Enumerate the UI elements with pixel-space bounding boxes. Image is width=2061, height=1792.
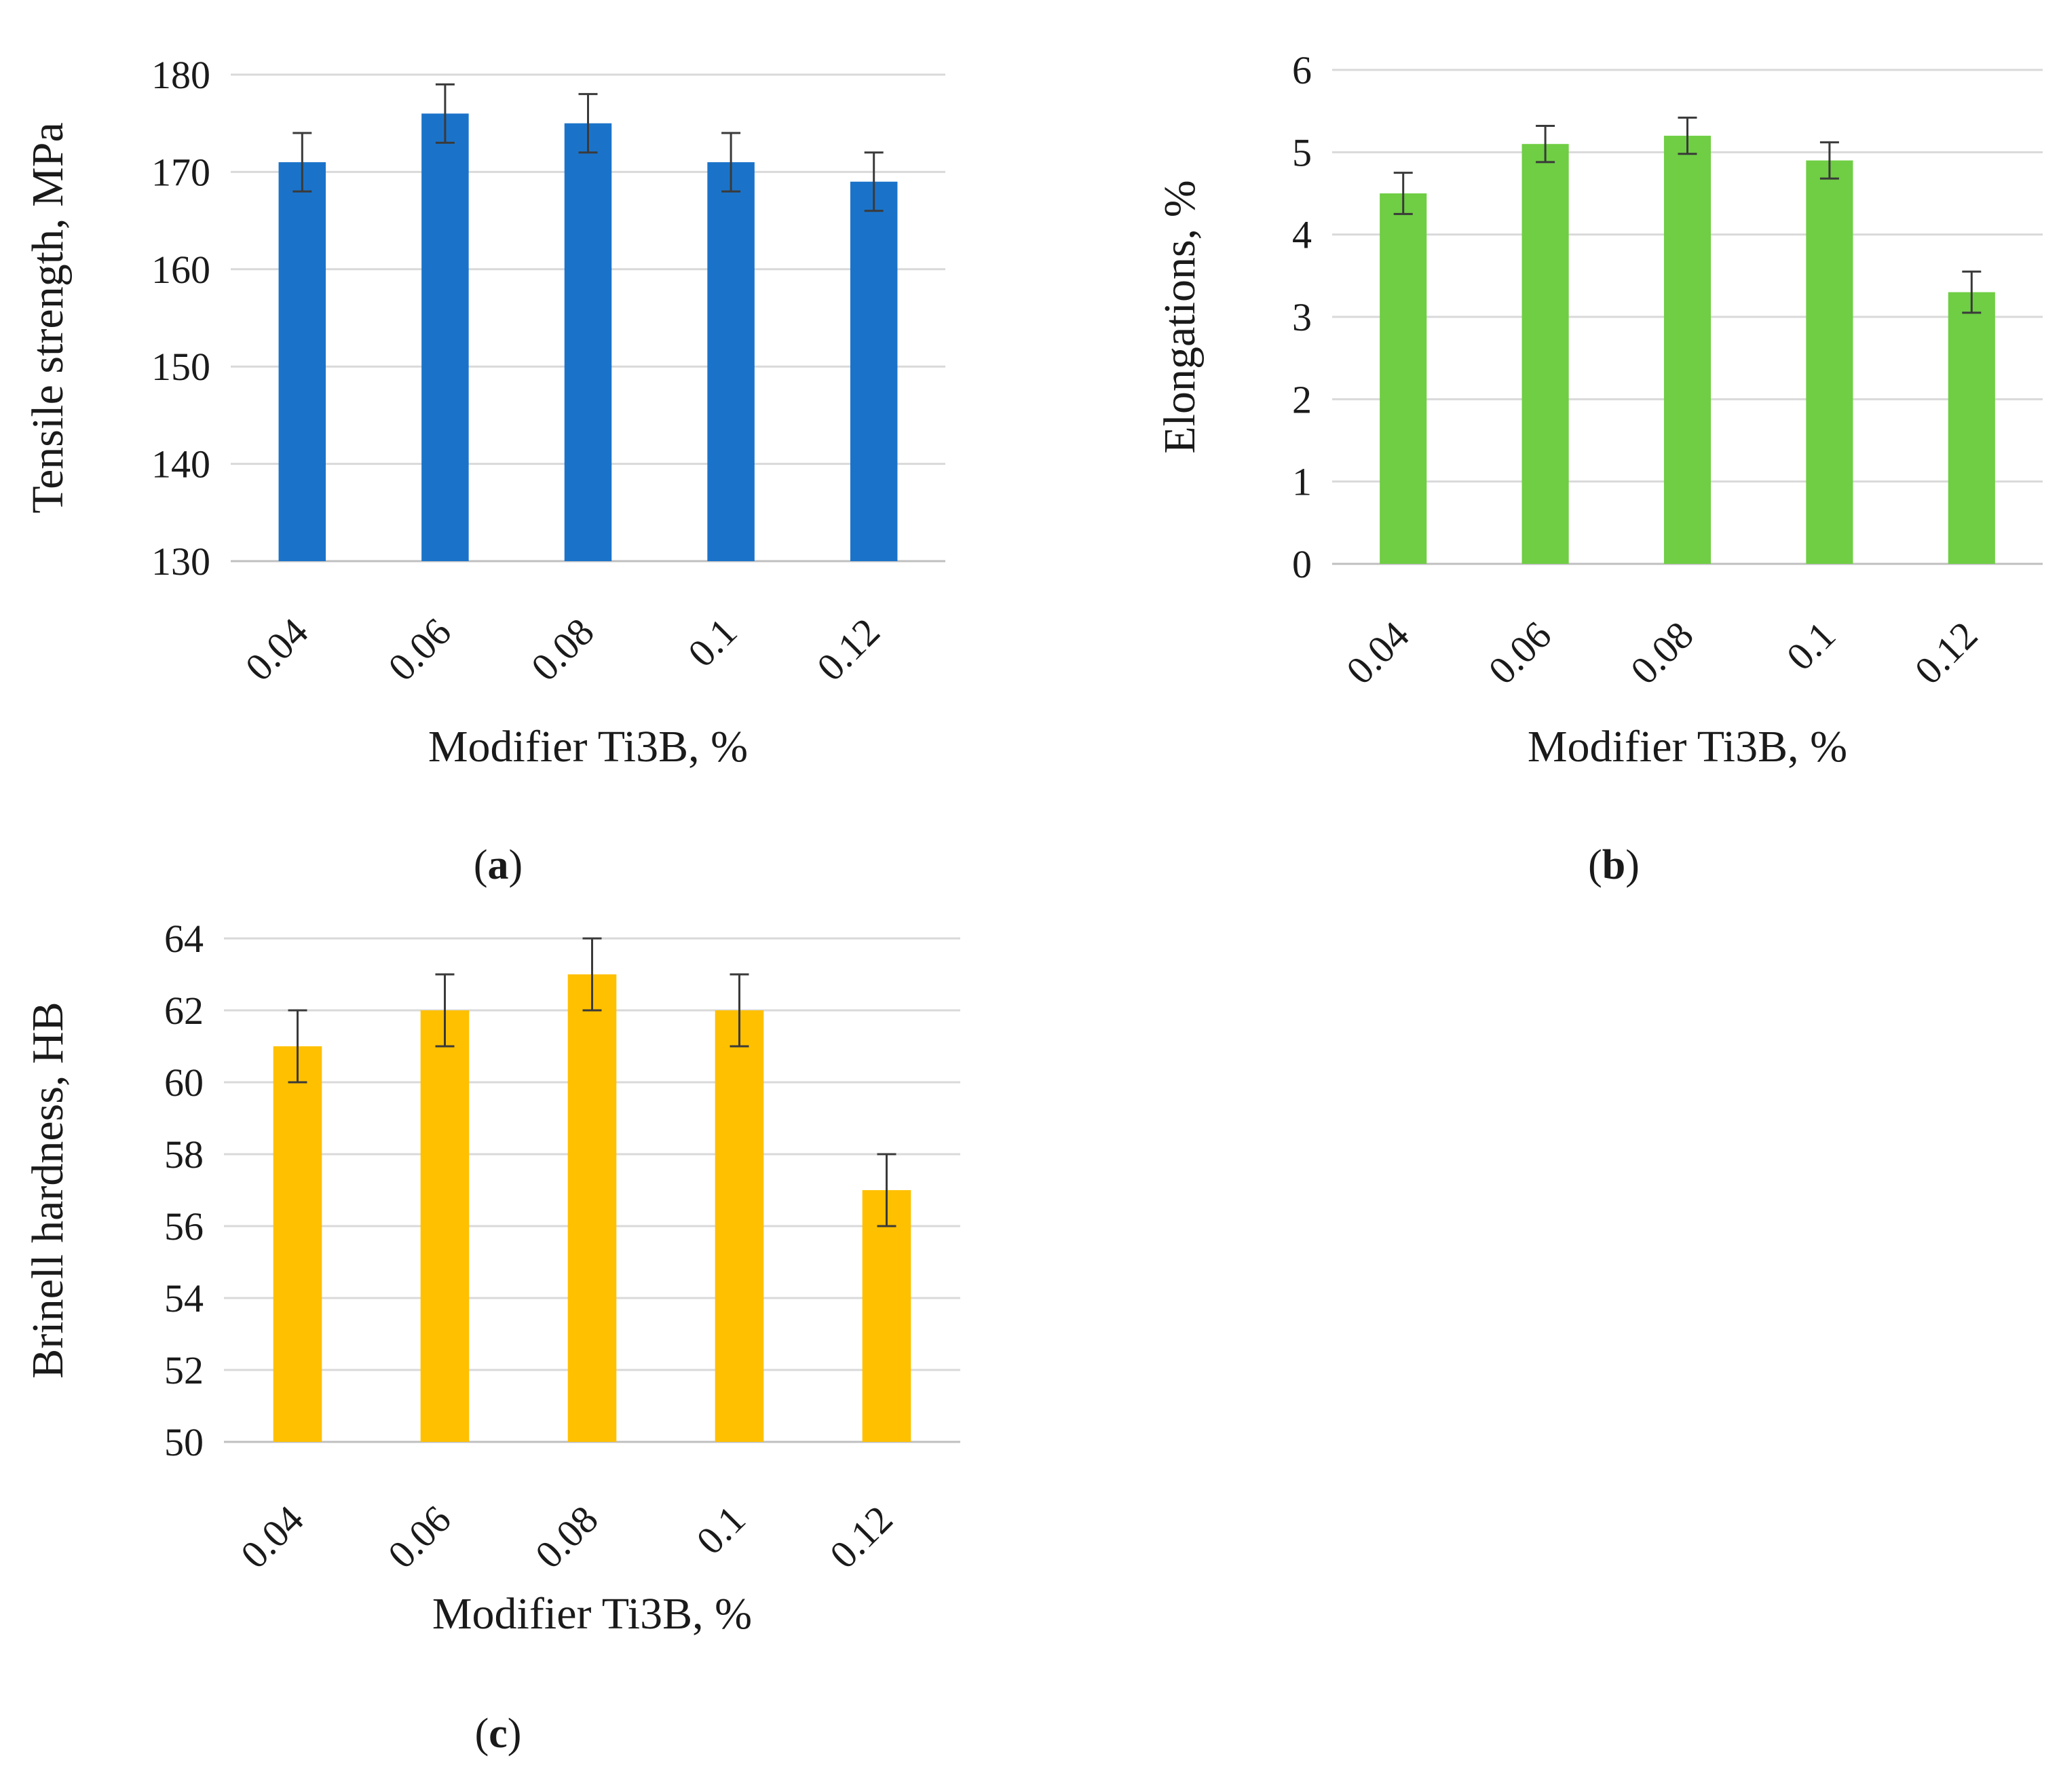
y-tick-label: 5 <box>1292 130 1312 174</box>
x-tick-label: 0.12 <box>808 609 888 689</box>
x-axis-title: Modifier Ti3B, % <box>1528 722 1847 771</box>
y-tick-label: 180 <box>151 53 210 97</box>
y-tick-label: 64 <box>164 917 204 961</box>
y-tick-label: 62 <box>164 989 204 1033</box>
bar <box>1948 292 1995 564</box>
bar <box>420 1010 470 1442</box>
y-axis-title: Brinell hardness, HB <box>23 1002 73 1378</box>
x-tick-label: 0.06 <box>379 1497 459 1577</box>
x-tick-label: 0.12 <box>821 1497 901 1577</box>
y-tick-label: 52 <box>164 1348 204 1392</box>
y-tick-label: 160 <box>151 248 210 292</box>
bar <box>567 974 617 1442</box>
x-tick-label: 0.06 <box>1480 613 1560 693</box>
bar <box>421 113 469 562</box>
x-tick-label: 0.04 <box>232 1497 312 1577</box>
y-axis-title: Tensile strength, MPa <box>23 122 73 513</box>
bar <box>278 162 326 561</box>
bar <box>273 1046 322 1442</box>
y-tick-label: 54 <box>164 1276 204 1320</box>
chart-panel-a: 130 140 150 160 170 180 0.04 0.06 0.08 0.1 0.12 Ten… <box>23 53 945 888</box>
y-tick-label: 130 <box>151 539 210 584</box>
panel-label: (c) <box>475 1711 522 1757</box>
bar <box>715 1010 764 1442</box>
chart-panel-c: 50 52 54 56 58 60 62 64 0.04 0.06 0.08 0.1 0.12 Brine… <box>23 917 960 1757</box>
x-tick-label: 0.08 <box>527 1497 607 1577</box>
chart-panel-b: 0 1 2 3 4 5 6 0.04 0.06 0.08 0.1 0.12 Elongations, %… <box>1155 48 2043 888</box>
y-tick-label: 6 <box>1292 48 1312 92</box>
y-tick-label: 58 <box>164 1132 204 1177</box>
x-axis-title: Modifier Ti3B, % <box>428 722 748 771</box>
y-tick-label: 1 <box>1292 460 1312 504</box>
bar <box>564 123 612 561</box>
bar <box>1521 144 1569 564</box>
x-tick-label: 0.06 <box>379 609 459 689</box>
bar <box>1663 136 1712 565</box>
bar <box>862 1190 911 1442</box>
x-tick-label: 0.04 <box>1338 613 1418 693</box>
x-axis-title: Modifier Ti3B, % <box>432 1589 752 1639</box>
y-tick-label: 0 <box>1292 542 1312 586</box>
y-tick-label: 50 <box>164 1420 204 1464</box>
x-tick-label: 0.1 <box>1778 613 1844 679</box>
y-tick-label: 150 <box>151 345 210 389</box>
y-tick-label: 3 <box>1292 295 1312 339</box>
x-tick-label: 0.08 <box>523 609 603 689</box>
bar <box>707 162 755 561</box>
y-axis-title: Elongations, % <box>1155 180 1205 453</box>
y-tick-label: 4 <box>1292 213 1312 257</box>
panel-label: (a) <box>474 842 523 888</box>
bar <box>850 181 898 561</box>
y-tick-label: 140 <box>151 442 210 487</box>
x-tick-label: 0.04 <box>237 609 317 689</box>
bar <box>1806 160 1853 564</box>
y-tick-label: 2 <box>1292 377 1312 421</box>
y-tick-label: 56 <box>164 1204 204 1248</box>
panel-label: (b) <box>1588 842 1640 888</box>
bar <box>1380 193 1427 564</box>
x-tick-label: 0.08 <box>1622 613 1702 693</box>
y-tick-label: 60 <box>164 1061 204 1105</box>
y-tick-label: 170 <box>151 150 210 194</box>
x-tick-label: 0.1 <box>679 609 745 675</box>
x-tick-label: 0.12 <box>1906 613 1986 693</box>
x-tick-label: 0.1 <box>687 1497 753 1563</box>
